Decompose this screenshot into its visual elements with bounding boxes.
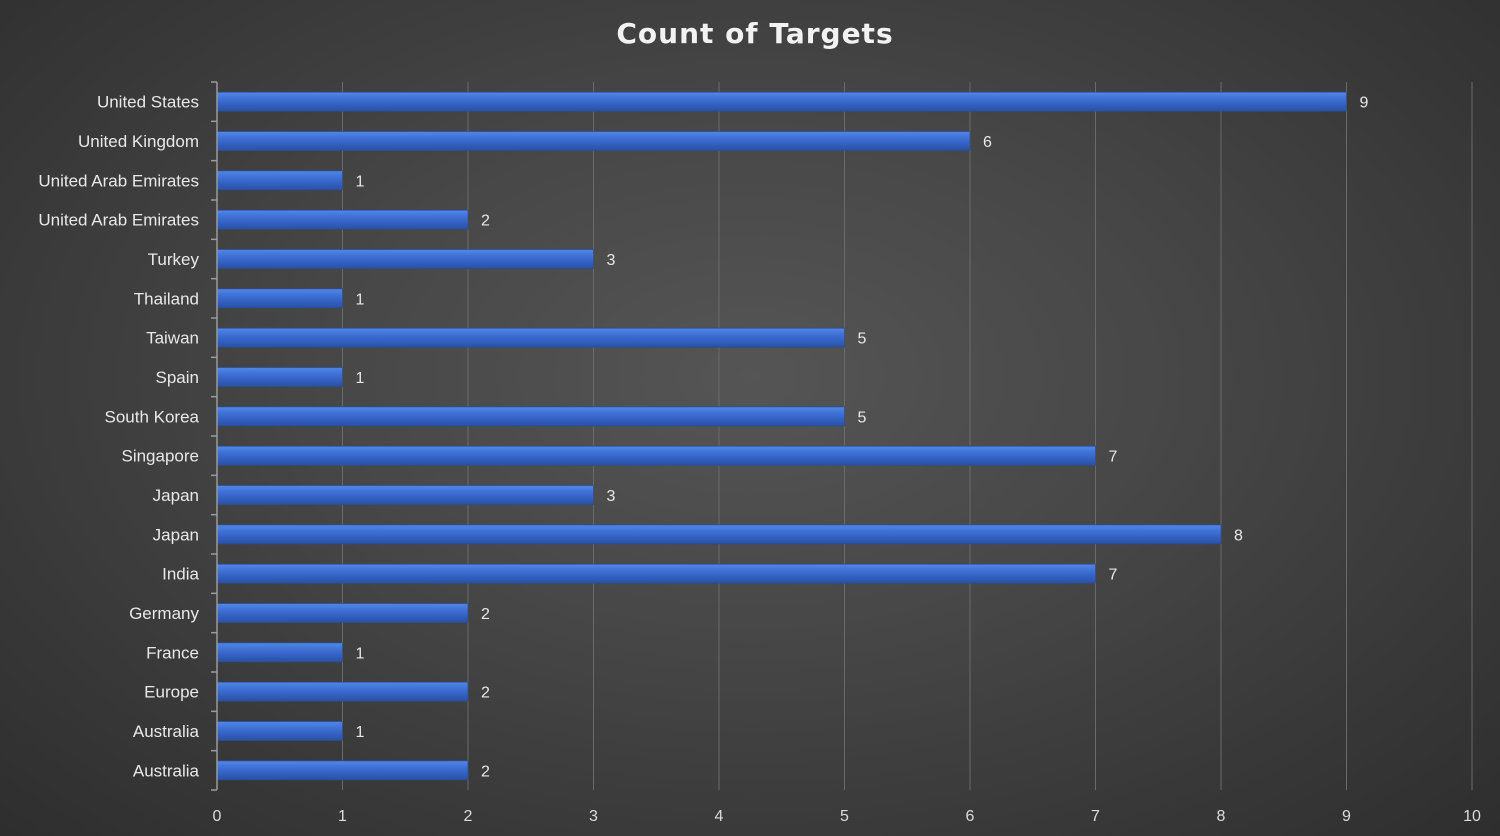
bar-15	[216, 681, 469, 702]
category-label-2: United Arab Emirates	[38, 171, 199, 190]
bar-10	[216, 485, 594, 505]
labels: 0 1 2 3 4 5 6 7 8 9 10 United States 9 United Kingdom…	[38, 93, 1481, 825]
bar-9	[216, 445, 1096, 466]
x-tick-label-1: 1	[338, 808, 347, 825]
bar-17	[216, 760, 469, 781]
x-tick-label-8: 8	[1217, 808, 1226, 825]
data-label-16: 1	[356, 724, 365, 741]
category-label-15: Europe	[144, 683, 199, 702]
bar-16	[216, 721, 343, 741]
category-label-7: Spain	[156, 368, 199, 387]
data-label-10: 3	[607, 488, 616, 505]
data-label-14: 1	[356, 645, 365, 662]
data-label-3: 2	[481, 213, 490, 230]
bar-11	[216, 524, 1222, 545]
data-label-17: 2	[481, 763, 490, 780]
category-label-8: South Korea	[104, 407, 199, 426]
data-label-7: 1	[356, 370, 365, 387]
category-label-17: Australia	[133, 761, 200, 780]
x-tick-label-7: 7	[1091, 808, 1100, 825]
chart-title: Count of Targets	[616, 17, 893, 50]
category-label-4: Turkey	[148, 250, 200, 269]
bar-5	[216, 288, 343, 309]
category-label-11: Japan	[153, 525, 199, 544]
bar-6	[216, 327, 845, 348]
bar-0	[216, 91, 1347, 112]
x-tick-label-10: 10	[1463, 808, 1481, 825]
data-label-5: 1	[356, 291, 365, 308]
data-label-8: 5	[858, 409, 867, 426]
category-label-10: Japan	[153, 486, 199, 505]
data-label-13: 2	[481, 606, 490, 623]
bar-1	[216, 131, 971, 151]
axes	[211, 81, 218, 791]
bar-13	[216, 603, 469, 623]
data-label-4: 3	[607, 252, 616, 269]
category-label-1: United Kingdom	[78, 132, 199, 151]
category-label-16: Australia	[133, 722, 200, 741]
gridlines	[342, 82, 1473, 790]
x-tick-label-6: 6	[966, 808, 975, 825]
x-tick-label-0: 0	[213, 808, 222, 825]
bar-2	[216, 170, 343, 191]
bar-4	[216, 249, 594, 269]
bar-12	[216, 563, 1096, 584]
category-label-5: Thailand	[134, 289, 199, 308]
x-tick-label-5: 5	[840, 808, 849, 825]
category-label-6: Taiwan	[146, 329, 199, 348]
x-tick-label-3: 3	[589, 808, 598, 825]
data-label-11: 8	[1234, 527, 1243, 544]
bars	[216, 91, 1347, 781]
x-tick-label-2: 2	[464, 808, 473, 825]
category-label-12: India	[162, 565, 199, 584]
data-label-15: 2	[481, 685, 490, 702]
data-label-6: 5	[858, 331, 867, 348]
category-label-9: Singapore	[121, 447, 199, 466]
data-label-0: 9	[1360, 95, 1369, 112]
x-tick-label-4: 4	[715, 808, 724, 825]
bar-8	[216, 406, 845, 427]
category-label-13: Germany	[129, 604, 199, 623]
category-label-3: United Arab Emirates	[38, 211, 199, 230]
bar-14	[216, 642, 343, 663]
data-label-2: 1	[356, 173, 365, 190]
category-label-0: United States	[97, 93, 199, 112]
data-label-12: 7	[1109, 567, 1118, 584]
bar-3	[216, 209, 469, 230]
data-label-1: 6	[983, 134, 992, 151]
bar-7	[216, 367, 343, 387]
data-label-9: 7	[1109, 449, 1118, 466]
x-tick-label-9: 9	[1342, 808, 1351, 825]
category-label-14: France	[146, 643, 199, 662]
